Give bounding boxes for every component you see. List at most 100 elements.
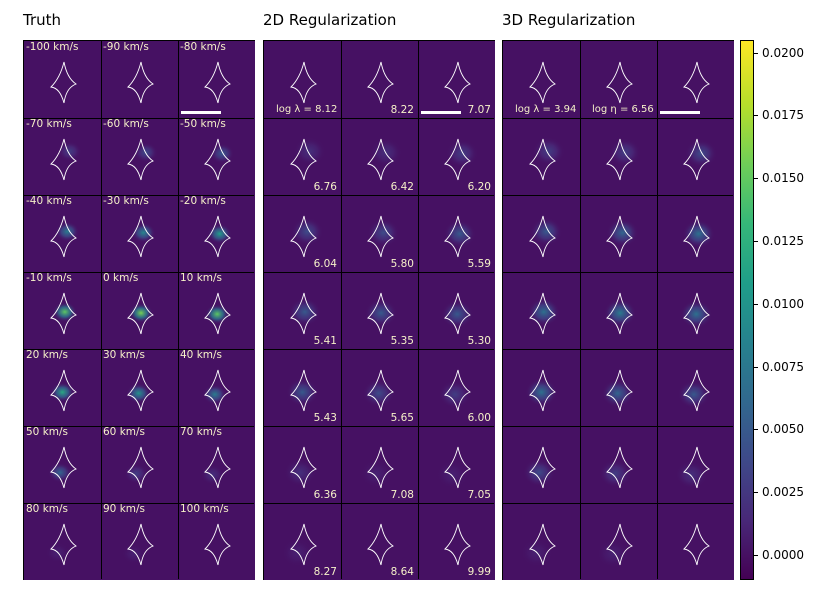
log-lambda-value: 5.80: [390, 258, 414, 270]
channel-map: [341, 118, 418, 195]
emission-blob: [48, 462, 72, 483]
cell-divider: [24, 425, 254, 427]
cell-divider: [24, 117, 254, 119]
emission-blob: [286, 378, 319, 407]
channel-map: [418, 41, 495, 118]
channel-map: [264, 118, 341, 195]
emission-blob: [441, 300, 474, 329]
map-background: [101, 41, 178, 118]
cell-divider: [264, 425, 494, 427]
channel-map: [580, 349, 657, 426]
caustic-curve: [290, 446, 317, 489]
velocity-label: 10 km/s: [180, 272, 223, 284]
channel-cell: -60 km/s: [101, 118, 178, 195]
velocity-label: 70 km/s: [180, 426, 223, 438]
channel-map: [657, 503, 734, 580]
channel-map: [657, 41, 734, 118]
caustic-curve: [127, 215, 154, 258]
map-background: [418, 503, 495, 580]
caustic-curve: [290, 215, 317, 258]
channel-map: [264, 349, 341, 426]
map-background: [657, 41, 734, 118]
channel-cell: 60 km/s: [101, 426, 178, 503]
channel-map: [178, 118, 255, 195]
map-background: [580, 41, 657, 118]
scale-bar: [421, 111, 461, 114]
channel-cell: 7.08: [341, 426, 418, 503]
channel-cell: [657, 195, 734, 272]
colorbar-tick: [754, 366, 758, 368]
scale-bar: [660, 111, 700, 114]
caustic-curve: [444, 446, 471, 489]
channel-map: [657, 195, 734, 272]
velocity-label: 80 km/s: [26, 503, 69, 515]
emission-blob: [682, 219, 715, 248]
emission-blob: [200, 464, 225, 485]
log-lambda-label: log λ = 8.12: [276, 104, 338, 115]
map-background: [101, 503, 178, 580]
caustic-curve: [683, 215, 710, 258]
channel-cell: [503, 272, 580, 349]
caustic-curve: [127, 446, 154, 489]
channel-cell: 5.41: [264, 272, 341, 349]
log-lambda-label: log λ = 3.94: [515, 104, 577, 115]
cell-divider: [264, 117, 494, 119]
channel-cell: 10 km/s: [178, 272, 255, 349]
caustic-curve: [606, 292, 633, 335]
log-lambda-value: 5.30: [467, 335, 491, 347]
caustic-curve: [127, 61, 154, 104]
caustic-curve: [50, 523, 77, 566]
map-background: [178, 41, 255, 118]
caustic-curve: [204, 523, 231, 566]
caustic-curve: [204, 138, 231, 181]
log-eta-label: log η = 6.56: [592, 104, 654, 115]
channel-cell: [503, 503, 580, 580]
emission-blob: [530, 217, 563, 246]
colorbar-tick-label: 0.0100: [762, 296, 804, 311]
caustic-curve: [50, 292, 77, 335]
caustic-curve: [204, 369, 231, 412]
channel-cell: 80 km/s: [24, 503, 101, 580]
caustic-curve: [444, 215, 471, 258]
caustic-curve: [529, 215, 556, 258]
emission-blob: [438, 380, 471, 409]
caustic-curve: [444, 138, 471, 181]
colorbar-tick-label: 0.0000: [762, 547, 804, 562]
colorbar-tick: [754, 554, 758, 556]
channel-map: [418, 118, 495, 195]
velocity-label: -40 km/s: [26, 195, 72, 207]
caustic-curve: [367, 61, 394, 104]
colorbar-tick: [754, 52, 758, 54]
emission-blob: [284, 458, 316, 487]
velocity-label: 0 km/s: [103, 272, 139, 284]
emission-blob: [288, 297, 321, 326]
channel-cell: [503, 426, 580, 503]
regularization-2d-panel: log λ = 8.12 8.22 7.07 6.76 6.42 6.20 6.04 5.80…: [263, 40, 495, 580]
caustic-curve: [367, 138, 394, 181]
caustic-curve: [606, 215, 633, 258]
cell-divider: [24, 271, 254, 273]
emission-blob: [527, 297, 560, 326]
emission-blob: [210, 143, 234, 164]
channel-cell: [580, 272, 657, 349]
caustic-curve: [204, 215, 231, 258]
channel-cell: 9.99: [418, 503, 495, 580]
log-lambda-value: 7.08: [390, 489, 414, 501]
emission-blob: [443, 219, 476, 248]
velocity-label: 100 km/s: [180, 503, 229, 515]
log-lambda-value: 5.65: [390, 412, 414, 424]
channel-map: [418, 349, 495, 426]
channel-map: [178, 272, 255, 349]
channel-map: [24, 426, 101, 503]
caustic-curve: [50, 215, 77, 258]
channel-cell: [503, 118, 580, 195]
channel-map: [178, 195, 255, 272]
channel-map: [341, 41, 418, 118]
channel-cell: [503, 349, 580, 426]
colorbar-tick: [754, 303, 758, 305]
emission-blob: [55, 221, 80, 242]
emission-blob: [367, 218, 400, 247]
caustic-curve: [50, 446, 77, 489]
caustic-curve: [444, 61, 471, 104]
channel-cell: 5.30: [418, 272, 495, 349]
